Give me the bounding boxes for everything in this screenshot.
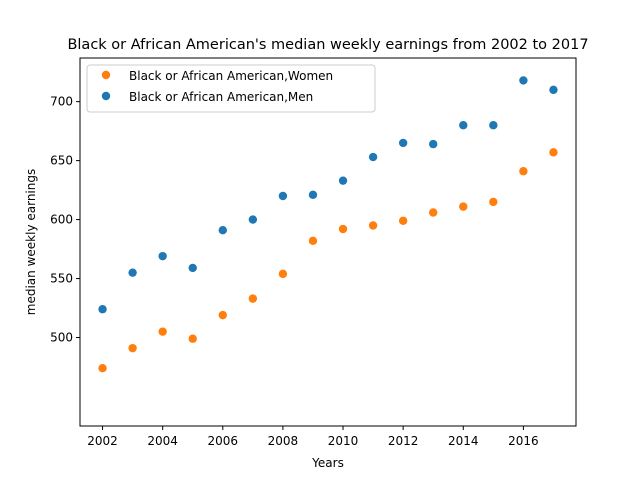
y-tick-label: 700: [50, 95, 73, 109]
y-tick-label: 500: [50, 331, 73, 345]
women-point-2010: [338, 224, 348, 234]
men-point-2011: [368, 152, 378, 162]
men-point-2008: [278, 191, 288, 201]
men-point-2007: [248, 215, 258, 224]
women-point-2006: [218, 310, 227, 320]
women-point-2016: [519, 167, 528, 176]
women-point-2017: [549, 148, 558, 157]
women-point-2013: [429, 208, 438, 217]
women-point-2008: [278, 269, 288, 279]
x-axis-ticks: 2002 2004 2006 2008 2010 2012 2014 2016: [87, 426, 539, 448]
y-tick-label: 600: [50, 213, 73, 227]
x-axis-label: Years: [311, 456, 344, 470]
x-tick-label: 2014: [448, 434, 479, 448]
women-point-2004: [158, 327, 167, 336]
men-point-2012: [398, 138, 408, 148]
men-point-2006: [218, 226, 227, 235]
y-tick-label: 650: [50, 154, 73, 168]
legend-box: [86, 64, 376, 113]
x-tick-label: 2010: [328, 434, 359, 448]
men-point-2016: [519, 76, 528, 85]
x-tick-label: 2004: [147, 434, 178, 448]
y-axis-ticks: 500 550 600 650 700: [50, 95, 80, 345]
men-point-2017: [549, 85, 558, 95]
legend-label-men: Black or African American,Men: [129, 90, 313, 104]
legend-marker-women: [101, 70, 111, 80]
women-point-2014: [459, 202, 468, 211]
men-point-2010: [338, 176, 348, 185]
women-point-2012: [398, 216, 408, 225]
x-tick-label: 2008: [268, 434, 299, 448]
men-point-2015: [489, 121, 498, 130]
legend-label-women: Black or African American,Women: [129, 69, 333, 83]
x-tick-label: 2012: [388, 434, 419, 448]
women-point-2002: [98, 364, 107, 373]
x-tick-label: 2006: [208, 434, 239, 448]
women-point-2009: [308, 236, 318, 246]
legend: Black or African American,Women Black or…: [86, 64, 376, 113]
men-point-2014: [459, 121, 468, 130]
x-tick-label: 2016: [508, 434, 539, 448]
women-point-2007: [248, 294, 258, 303]
men-point-2002: [98, 305, 107, 314]
legend-marker-men: [101, 91, 111, 101]
women-point-2015: [489, 197, 498, 207]
women-point-2005: [188, 334, 197, 343]
x-tick-label: 2002: [87, 434, 118, 448]
y-axis-label: median weekly earnings: [24, 169, 38, 315]
men-point-2004: [158, 251, 167, 261]
men-point-2003: [128, 268, 137, 277]
women-point-2011: [368, 221, 378, 230]
men-point-2005: [188, 263, 197, 273]
y-tick-label: 550: [50, 272, 73, 286]
women-point-2003: [128, 343, 137, 353]
chart-title: Black or African American's median weekl…: [67, 37, 588, 53]
men-point-2009: [308, 190, 318, 200]
plot-frame: [79, 57, 577, 427]
men-point-2013: [429, 139, 438, 149]
data-points: [98, 76, 558, 373]
